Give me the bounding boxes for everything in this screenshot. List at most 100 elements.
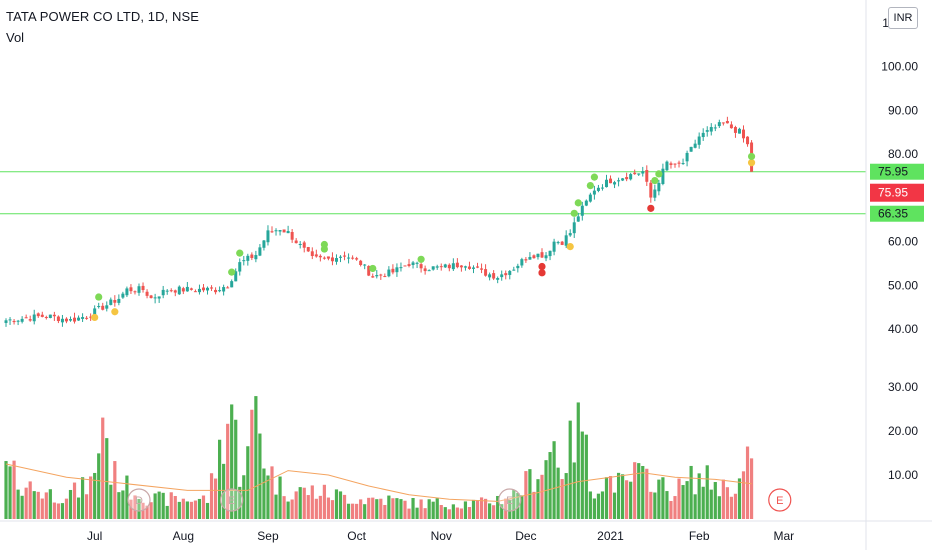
volume-bar <box>479 497 484 519</box>
price-axis-background <box>866 0 932 522</box>
candle-body <box>621 178 625 181</box>
symbol-title[interactable]: TATA POWER CO LTD, 1D, NSE <box>6 9 200 24</box>
candle-body <box>512 269 516 271</box>
volume-bar <box>213 478 218 519</box>
event-marker <box>498 488 522 512</box>
candle-body <box>407 264 411 266</box>
candle-body <box>129 287 133 292</box>
volume-bar <box>621 474 625 519</box>
volume-bar <box>560 479 564 519</box>
volume-bar <box>355 503 359 519</box>
signal-dot <box>538 262 546 271</box>
signal-dot <box>570 209 578 217</box>
candle-body <box>201 287 205 291</box>
candle-body <box>500 274 504 278</box>
candle-body <box>395 267 399 273</box>
volume-bar <box>234 419 238 519</box>
volume-bar <box>500 504 504 519</box>
candle-body <box>746 136 750 145</box>
candle-body <box>189 288 193 290</box>
candle-body <box>552 241 556 252</box>
volume-bar <box>32 491 36 519</box>
signal-dot <box>566 242 574 251</box>
volume-bar <box>451 504 455 519</box>
candle-body <box>351 257 355 259</box>
price-tick-label: 80.00 <box>888 147 918 161</box>
candle-body <box>314 254 318 257</box>
horizontal-levels[interactable] <box>0 171 932 215</box>
volume-bar <box>520 495 524 519</box>
volume-bar <box>536 479 540 519</box>
price-axis[interactable]: 110.00100.0090.0080.0060.0050.0040.0030.… <box>865 0 932 550</box>
candle-body <box>544 255 548 259</box>
volume-bar <box>117 492 121 519</box>
candle-body <box>439 266 443 268</box>
volume-bar <box>709 489 713 519</box>
candle-body <box>540 252 544 258</box>
volume-bar <box>637 463 641 519</box>
candle-body <box>153 297 157 299</box>
volume-bar <box>431 501 435 519</box>
candle-body <box>298 244 302 246</box>
volume-bar <box>592 498 596 519</box>
price-tick-label: 20.00 <box>888 424 918 438</box>
candle-body <box>463 266 467 268</box>
volume-bar <box>12 460 16 519</box>
price-tick-label: 10.00 <box>888 468 918 482</box>
candle-body <box>508 270 512 275</box>
candle-body <box>528 256 532 260</box>
candle-body <box>367 266 371 276</box>
candle-body <box>484 269 488 276</box>
candle-body <box>729 124 733 129</box>
candle-body <box>480 268 484 270</box>
volume-bar <box>391 498 395 519</box>
signal-dot <box>228 268 236 276</box>
volume-bar <box>685 481 689 519</box>
volume-bar <box>72 482 77 519</box>
volume-bar <box>604 477 609 519</box>
volume-bar <box>20 495 24 519</box>
volume-bar <box>125 475 129 519</box>
candle-body <box>206 287 210 291</box>
volume-bar <box>564 473 568 519</box>
signal-dot <box>95 293 103 301</box>
candle-body <box>411 262 415 265</box>
volume-bar <box>657 479 661 519</box>
candle-body <box>8 319 12 321</box>
candle-body <box>274 230 278 232</box>
volume-bar <box>153 493 157 519</box>
candle-body <box>165 290 169 292</box>
currency-button[interactable]: INR <box>888 7 918 29</box>
candle-body <box>355 258 359 260</box>
volume-bar <box>226 423 230 519</box>
volume-bar <box>721 479 725 519</box>
volume-bar <box>363 504 367 519</box>
volume-bar <box>185 501 189 519</box>
volume-bar <box>427 499 431 519</box>
candle-body <box>516 265 520 269</box>
time-axis[interactable]: Jul Aug Sep Oct Nov Dec 2021 Feb Mar <box>0 520 932 543</box>
volume-bar <box>121 490 125 519</box>
time-tick-label: Dec <box>515 529 536 543</box>
time-tick-label: Mar <box>773 529 794 543</box>
candle-body <box>713 127 717 129</box>
candle-body <box>89 316 93 318</box>
volume-bar <box>24 487 28 519</box>
volume-bar <box>85 494 89 519</box>
volume-bar <box>572 462 576 519</box>
volume-bar <box>496 495 500 519</box>
candle-body <box>44 316 48 318</box>
volume-bar <box>475 500 480 519</box>
volume-bar <box>677 478 681 519</box>
candle-body <box>326 256 330 259</box>
volume-bar <box>705 465 709 519</box>
candle-body <box>137 286 141 293</box>
volume-indicator-label[interactable]: Vol <box>6 30 25 45</box>
volume-bar <box>673 496 677 519</box>
volume-bar <box>36 491 40 519</box>
candle-body <box>536 253 540 258</box>
candle-body <box>637 173 641 175</box>
